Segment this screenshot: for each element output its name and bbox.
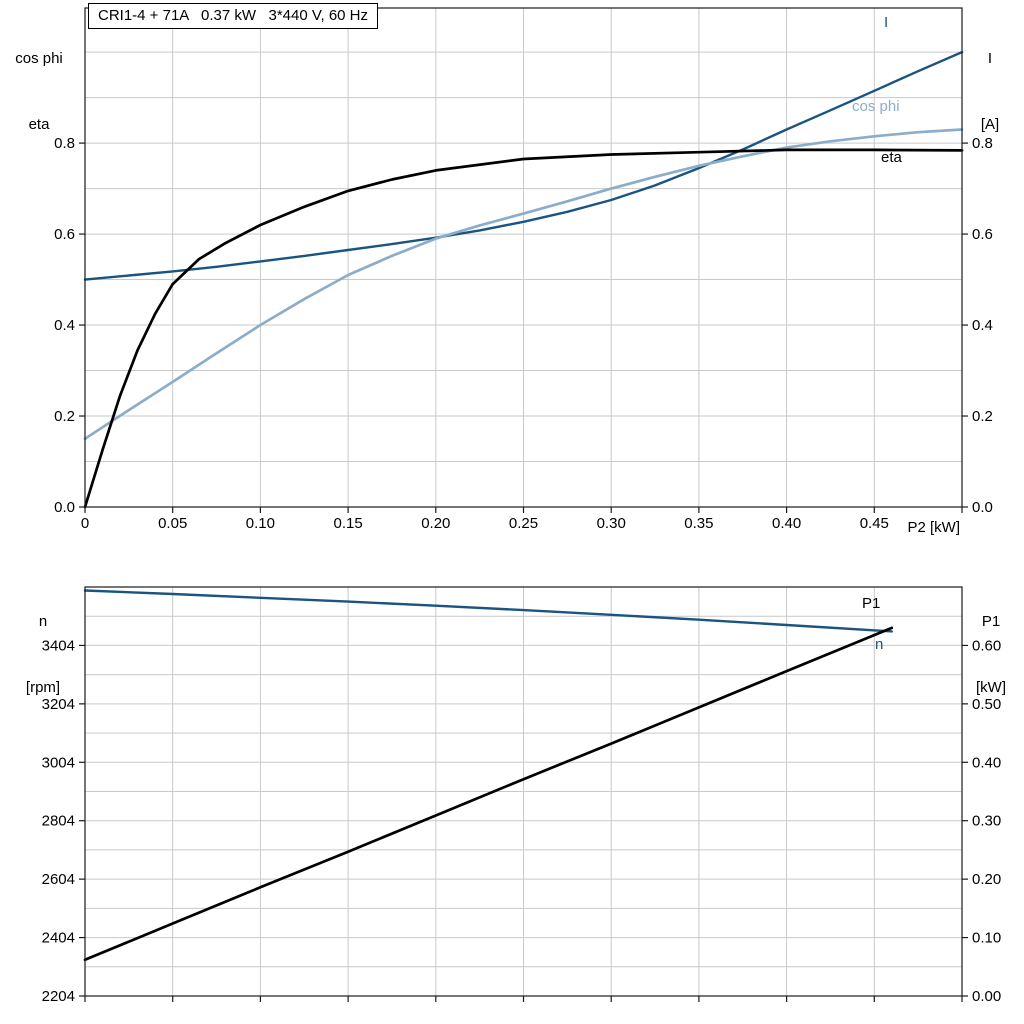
ytick-label-right: 0.4 (972, 317, 993, 334)
ytick-label-right: 0.2 (972, 408, 993, 425)
ytick-label-left: 0.6 (54, 226, 75, 243)
xtick-label: 0.30 (597, 515, 626, 532)
ytick-label-left: 0.2 (54, 408, 75, 425)
curve-label-p1: P1 (862, 595, 881, 612)
xtick-label: 0.05 (158, 515, 187, 532)
ytick-label-right: 0.40 (972, 754, 1001, 771)
axis-label-speed-unit: [rpm] (25, 679, 61, 696)
bottom-chart-right-axis-title: P1 [kW] (960, 567, 1022, 743)
ytick-label-left: 3204 (42, 696, 75, 713)
bottom-chart-left-axis-title: n [rpm] (10, 567, 76, 743)
curve-label-current: I (884, 14, 889, 31)
curve-label-n: n (875, 636, 884, 653)
xtick-label: 0.25 (509, 515, 538, 532)
curve-n (83, 589, 893, 633)
axis-label-eta: eta (28, 116, 50, 133)
curve-I (83, 50, 964, 281)
xtick-label: 0.20 (421, 515, 450, 532)
axis-label-p1-unit: [kW] (976, 679, 1006, 696)
axis-label-speed: n (38, 613, 48, 630)
curve-label-cos-phi: cos phi (852, 98, 900, 115)
xtick-label: 0.10 (246, 515, 275, 532)
top-chart-left-axis-title: cos phi eta (6, 4, 72, 180)
axis-label-p1: P1 (981, 613, 1001, 630)
axis-label-current: I (987, 50, 993, 67)
ytick-label-left: 2404 (42, 930, 75, 947)
ytick-label-left: 2204 (42, 988, 75, 1005)
ytick-label-right: 0.20 (972, 871, 1001, 888)
xtick-label: 0.40 (772, 515, 801, 532)
curve-cos-phi (83, 128, 964, 441)
axis-label-cos-phi: cos phi (15, 50, 63, 67)
curve-eta (83, 148, 964, 509)
ytick-label-left: 3004 (42, 754, 75, 771)
ytick-label-right: 0.10 (972, 930, 1001, 947)
ytick-label-right: 0.8 (972, 135, 993, 152)
curve-P1 (83, 626, 894, 962)
ytick-label-right: 0.30 (972, 813, 1001, 830)
axis-label-current-unit: [A] (980, 116, 1000, 133)
chart-title: CRI1-4 + 71A 0.37 kW 3*440 V, 60 Hz (88, 3, 379, 29)
ytick-label-left: 0.8 (54, 135, 75, 152)
ytick-label-left: 3404 (42, 637, 75, 654)
ytick-label-right: 0.0 (972, 499, 993, 516)
ytick-label-left: 2604 (42, 871, 75, 888)
ytick-label-right: 0.6 (972, 226, 993, 243)
top-chart-right-axis-title: I [A] (960, 4, 1020, 180)
ytick-label-right: 0.50 (972, 696, 1001, 713)
ytick-label-right: 0.00 (972, 988, 1001, 1005)
xtick-label: 0.15 (333, 515, 362, 532)
xtick-label: 0.45 (860, 515, 889, 532)
xtick-label: 0.35 (684, 515, 713, 532)
ytick-label-left: 2804 (42, 813, 75, 830)
ytick-label-left: 0.0 (54, 499, 75, 516)
x-axis-label-p2: P2 [kW] (907, 519, 960, 536)
ytick-label-right: 0.60 (972, 637, 1001, 654)
ytick-label-left: 0.4 (54, 317, 75, 334)
xtick-label: 0 (81, 515, 89, 532)
curve-label-eta: eta (881, 149, 902, 166)
